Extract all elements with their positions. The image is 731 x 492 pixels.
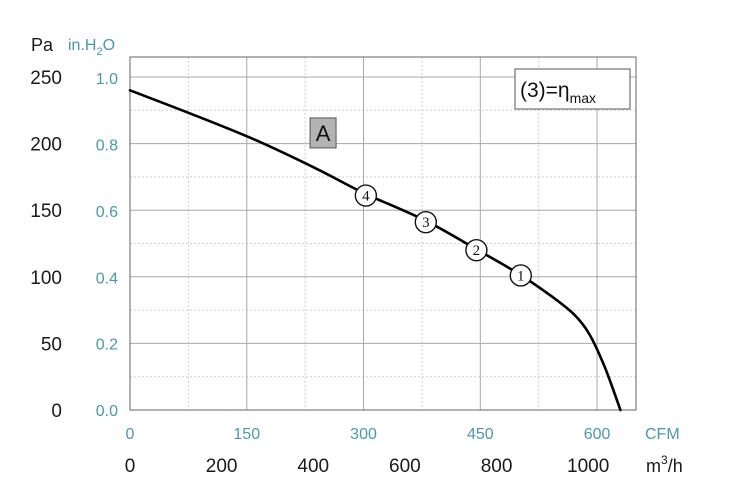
operating-point-4: 4	[354, 184, 378, 207]
x-tick-label-cfm: 150	[233, 426, 260, 443]
operating-point-2: 2	[465, 238, 488, 262]
y-axis-inh2o-unit: in.H2O	[68, 37, 115, 58]
y-tick-label-pa: 150	[30, 201, 62, 222]
operating-point-label: 1	[517, 268, 525, 284]
operating-point-marker	[354, 184, 378, 207]
region-label-text: A	[316, 121, 331, 146]
region-label-box: A	[309, 117, 337, 149]
operating-point-1: 1	[509, 264, 532, 287]
plot-background	[130, 57, 636, 410]
operating-point-marker	[414, 210, 438, 234]
operating-point-marker	[509, 264, 532, 287]
y-tick-label-inh2o: 0.6	[96, 204, 118, 221]
operating-point-marker	[465, 238, 488, 262]
y-axis-inh2o-ticks: 0.0 0.2 0.4 0.6 0.8 1.0	[96, 71, 118, 420]
x-axis-cfm-ticks: 0 150 300 450 600	[126, 426, 611, 443]
y-axis-pa-ticks: 0 50 100 150 200 250	[30, 68, 62, 422]
x-tick-label-m3h: 0	[125, 456, 136, 477]
y-tick-label-pa: 50	[41, 334, 62, 355]
plot-frame	[129, 56, 637, 411]
x-tick-label-m3h: 600	[389, 456, 421, 477]
y-tick-label-inh2o: 0.4	[96, 270, 118, 287]
y-tick-label-pa: 0	[51, 401, 62, 422]
x-tick-label-m3h: 800	[481, 456, 513, 477]
y-tick-label-pa: 100	[30, 268, 62, 289]
y-tick-label-inh2o: 0.2	[96, 337, 118, 354]
operating-point-label: 3	[422, 215, 430, 231]
x-tick-label-m3h: 200	[206, 456, 238, 477]
x-tick-label-m3h: 400	[297, 456, 329, 477]
operating-point-label: 2	[473, 243, 481, 259]
y-tick-label-pa: 200	[30, 135, 62, 156]
x-tick-label-cfm: 600	[584, 426, 611, 443]
operating-point-3: 3	[414, 210, 438, 234]
legend-box: (3)=ηmax	[514, 68, 631, 110]
y-tick-label-pa: 250	[30, 68, 62, 89]
x-axis-m3h-unit: m3/h	[646, 453, 683, 476]
operating-point-label: 4	[362, 189, 370, 205]
x-axis-m3h-ticks: 0 200 400 600 800 1000	[125, 456, 610, 477]
y-tick-label-inh2o: 0.0	[96, 403, 118, 420]
y-axis-pa-unit: Pa	[31, 35, 54, 55]
y-tick-label-inh2o: 1.0	[96, 71, 118, 88]
operating-points: 4 3 2 1	[354, 184, 532, 287]
legend-text: (3)=ηmax	[520, 79, 596, 106]
x-tick-label-cfm: 450	[467, 426, 494, 443]
x-axis-cfm-unit: CFM	[645, 426, 680, 443]
x-tick-label-cfm: 300	[350, 426, 377, 443]
region-label-bg	[309, 117, 337, 149]
grid-minor	[130, 57, 636, 410]
x-tick-label-cfm: 0	[126, 426, 135, 443]
y-tick-label-inh2o: 0.8	[96, 138, 118, 155]
legend-frame	[514, 68, 631, 110]
x-tick-label-m3h: 1000	[567, 456, 609, 477]
